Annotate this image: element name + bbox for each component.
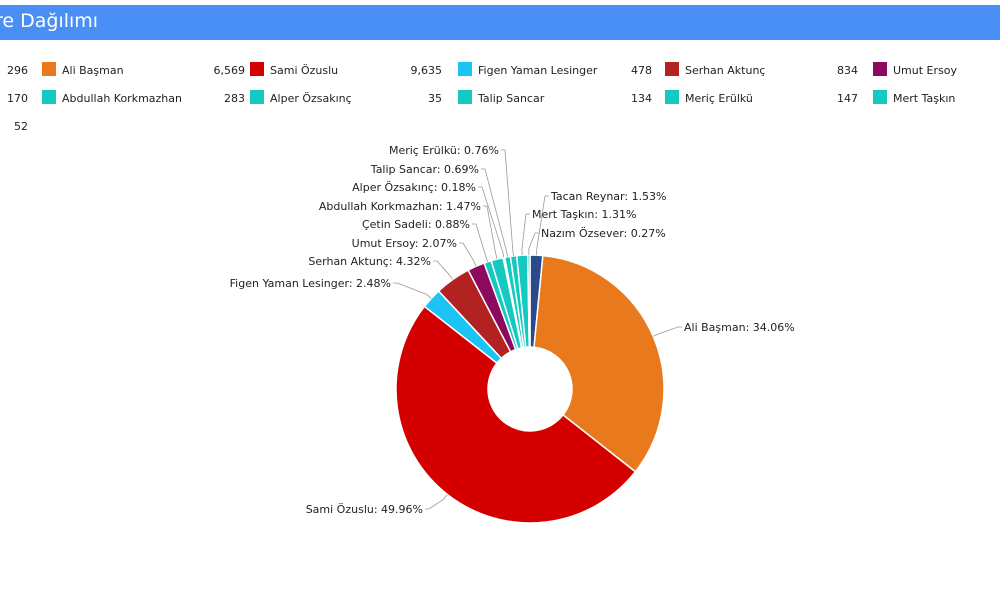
slice-label: Abdullah Korkmazhan: 1.47% bbox=[319, 200, 481, 213]
legend-swatch bbox=[458, 90, 472, 104]
legend-item[interactable]: 52 bbox=[0, 118, 1000, 138]
pie-slice[interactable] bbox=[395, 305, 637, 524]
slice-label: Tacan Reynar: 1.53% bbox=[550, 190, 667, 203]
legend-value: 134 bbox=[631, 92, 652, 105]
legend-label: Abdullah Korkmazhan bbox=[62, 92, 182, 105]
legend-item[interactable]: 134 Meriç Erülkü bbox=[0, 90, 1000, 110]
leader-line bbox=[425, 494, 448, 510]
legend-value: 147 bbox=[837, 92, 858, 105]
legend: 296 Ali Başman 6,569 Sami Özuslu 9,635 Figen … bbox=[0, 58, 1000, 138]
leader-line bbox=[501, 149, 514, 257]
chart-header: re Dağılımı bbox=[0, 5, 1000, 40]
slice-label: Mert Taşkın: 1.31% bbox=[532, 208, 637, 221]
legend-item[interactable]: 9,635 Figen Yaman Lesinger bbox=[0, 62, 1000, 82]
leader-line bbox=[528, 232, 539, 256]
leader-line bbox=[433, 260, 453, 280]
legend-value: 170 bbox=[7, 92, 28, 105]
legend-item[interactable]: 147 Mert Taşkın bbox=[0, 90, 1000, 110]
pie-slice[interactable] bbox=[533, 254, 665, 473]
legend-swatch bbox=[250, 62, 264, 76]
legend-label: Talip Sancar bbox=[478, 92, 545, 105]
legend-swatch bbox=[665, 62, 679, 76]
legend-item[interactable]: 35 Talip Sancar bbox=[0, 90, 1000, 110]
legend-swatch bbox=[458, 62, 472, 76]
legend-item[interactable]: 283 Alper Özsakınç bbox=[0, 90, 1000, 110]
leader-line bbox=[481, 168, 508, 257]
legend-label: Mert Taşkın bbox=[893, 92, 956, 105]
legend-item[interactable]: 478 Serhan Aktunç bbox=[0, 62, 1000, 82]
leader-line bbox=[483, 205, 498, 260]
legend-label: Serhan Aktunç bbox=[685, 64, 766, 77]
legend-value: 478 bbox=[631, 64, 652, 77]
legend-value: 283 bbox=[224, 92, 245, 105]
legend-value: 296 bbox=[7, 64, 28, 77]
legend-item[interactable]: 296 Ali Başman bbox=[0, 62, 1000, 82]
legend-swatch bbox=[250, 90, 264, 104]
slice-label: Ali Başman: 34.06% bbox=[684, 321, 795, 334]
slice-label: Sami Özuslu: 49.96% bbox=[306, 503, 423, 516]
leader-line bbox=[521, 213, 530, 256]
legend-item[interactable]: 6,569 Sami Özuslu bbox=[0, 62, 1000, 82]
leader-line bbox=[478, 186, 505, 258]
leader-line bbox=[459, 242, 477, 267]
legend-swatch bbox=[873, 62, 887, 76]
pie-slice[interactable] bbox=[526, 254, 531, 348]
legend-label: Ali Başman bbox=[62, 64, 124, 77]
leader-line bbox=[653, 326, 682, 337]
leader-line bbox=[536, 195, 549, 256]
slice-label: Figen Yaman Lesinger: 2.48% bbox=[230, 277, 391, 290]
legend-swatch bbox=[42, 62, 56, 76]
legend-value: 52 bbox=[14, 120, 28, 133]
slice-label: Umut Ersoy: 2.07% bbox=[352, 237, 457, 250]
legend-label: Figen Yaman Lesinger bbox=[478, 64, 598, 77]
legend-item[interactable]: 170 Abdullah Korkmazhan bbox=[0, 90, 1000, 110]
legend-swatch bbox=[42, 90, 56, 104]
legend-label: Umut Ersoy bbox=[893, 64, 957, 77]
leader-line bbox=[472, 223, 489, 263]
legend-label: Sami Özuslu bbox=[270, 64, 339, 77]
leader-line bbox=[393, 282, 432, 299]
slice-label: Serhan Aktunç: 4.32% bbox=[308, 255, 431, 268]
slice-label: Alper Özsakınç: 0.18% bbox=[352, 181, 476, 194]
legend-swatch bbox=[665, 90, 679, 104]
legend-item[interactable]: 834 Umut Ersoy bbox=[0, 62, 1000, 82]
slice-label: Meriç Erülkü: 0.76% bbox=[389, 144, 499, 157]
slice-label: Talip Sancar: 0.69% bbox=[370, 163, 479, 176]
legend-value: 9,635 bbox=[410, 64, 443, 77]
legend-swatch bbox=[873, 90, 887, 104]
legend-value: 6,569 bbox=[213, 64, 246, 77]
slice-label: Nazım Özsever: 0.27% bbox=[541, 227, 666, 240]
legend-value: 834 bbox=[837, 64, 858, 77]
chart-title: re Dağılımı bbox=[0, 10, 99, 32]
legend-label: Alper Özsakınç bbox=[270, 92, 352, 105]
legend-label: Meriç Erülkü bbox=[685, 92, 753, 105]
legend-value: 35 bbox=[428, 92, 442, 105]
slice-label: Çetin Sadeli: 0.88% bbox=[362, 218, 470, 231]
